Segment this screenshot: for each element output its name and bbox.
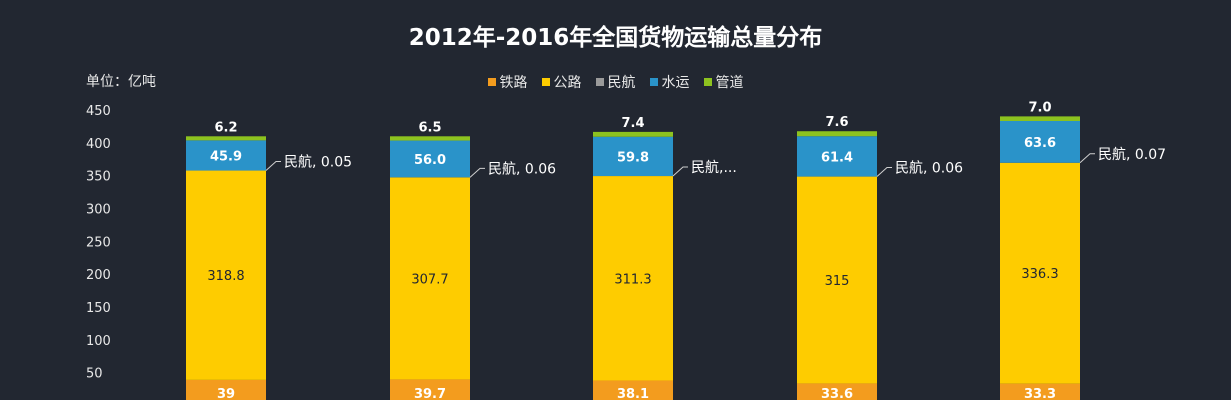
data-label-gonglu: 311.3	[614, 272, 651, 287]
bar-segment-3	[1000, 120, 1080, 163]
bar-segment-1	[593, 176, 673, 381]
legend-item: 铁路	[487, 72, 528, 92]
data-label-guandao: 6.2	[214, 120, 237, 135]
bar-segment-3	[797, 136, 877, 177]
data-label-gonglu: 318.8	[207, 269, 244, 284]
bar-segment-4	[390, 136, 470, 141]
data-label-guandao: 6.5	[418, 120, 441, 135]
y-tick-label: 50	[86, 367, 103, 382]
legend-swatch	[595, 78, 604, 86]
data-label-shuiyun: 56.0	[414, 153, 446, 168]
legend-swatch	[649, 78, 658, 86]
legend-label: 公路	[553, 75, 582, 91]
callout-leader-line	[1079, 153, 1095, 164]
chart-title: 2012年-2016年全国货物运输总量分布	[408, 25, 823, 51]
bar-segment-0	[797, 383, 877, 400]
y-tick-label: 100	[86, 334, 111, 349]
bar-segment-1	[797, 176, 877, 384]
data-label-gonglu: 336.3	[1021, 267, 1058, 282]
bar-segment-3	[390, 140, 470, 178]
data-label-guandao: 7.0	[1028, 100, 1051, 115]
data-label-gonglu: 315	[825, 274, 850, 289]
bar-segment-1	[186, 170, 266, 380]
data-label-shuiyun: 59.8	[617, 150, 649, 165]
data-label-tielu: 38.1	[617, 387, 649, 400]
bar-segment-3	[593, 136, 673, 177]
legend-item: 水运	[649, 72, 690, 92]
legend-label: 管道	[715, 75, 744, 91]
bar-segment-3	[186, 140, 266, 171]
callout-label-minhang: 民航, 0.07	[1098, 147, 1166, 163]
bar-segment-4	[186, 136, 266, 141]
legend-label: 民航	[607, 75, 636, 91]
data-label-shuiyun: 45.9	[210, 149, 242, 164]
callout-leader-line	[672, 166, 688, 177]
callout-leader-line	[876, 167, 892, 177]
data-label-guandao: 7.4	[621, 116, 644, 131]
y-axis-unit-label: 单位：亿吨	[86, 74, 156, 90]
data-label-tielu: 33.3	[1024, 387, 1056, 400]
y-tick-label: 450	[86, 104, 111, 119]
legend-item: 管道	[703, 72, 744, 92]
y-tick-label: 300	[86, 203, 111, 218]
data-label-guandao: 7.6	[825, 115, 848, 130]
y-tick-label: 400	[86, 137, 111, 152]
bar-segment-4	[593, 131, 673, 137]
callout-label-minhang: 民航, 0.06	[895, 161, 963, 177]
bar-segment-1	[390, 177, 470, 380]
legend-swatch	[541, 78, 550, 86]
legend-item: 民航	[595, 72, 636, 92]
chart-legend: 铁路 公路 民航 水运 管道	[0, 72, 1231, 92]
legend-label: 水运	[661, 75, 690, 91]
data-label-gonglu: 307.7	[411, 272, 448, 287]
callout-label-minhang: 民航,...	[691, 160, 737, 176]
data-label-shuiyun: 63.6	[1024, 136, 1056, 151]
legend-swatch	[487, 78, 496, 86]
data-label-shuiyun: 61.4	[821, 150, 853, 165]
data-label-tielu: 39.7	[414, 387, 446, 400]
y-tick-label: 200	[86, 268, 111, 283]
callout-label-minhang: 民航, 0.06	[488, 161, 556, 177]
bar-segment-4	[797, 131, 877, 137]
data-label-tielu: 39	[217, 387, 235, 400]
bar-segment-4	[1000, 116, 1080, 121]
legend-swatch	[703, 78, 712, 86]
y-tick-label: 350	[86, 170, 111, 185]
callout-leader-line	[469, 167, 485, 178]
callout-leader-line	[265, 161, 281, 171]
bar-segment-0	[186, 379, 266, 400]
bar-segment-0	[1000, 383, 1080, 400]
legend-label: 铁路	[499, 75, 528, 91]
bar-segment-0	[593, 380, 673, 400]
bar-segment-0	[390, 379, 470, 400]
callout-label-minhang: 民航, 0.05	[284, 155, 352, 171]
data-label-tielu: 33.6	[821, 387, 853, 400]
y-tick-label: 150	[86, 301, 111, 316]
legend-item: 公路	[541, 72, 582, 92]
bar-segment-1	[1000, 162, 1080, 384]
y-tick-label: 250	[86, 235, 111, 250]
